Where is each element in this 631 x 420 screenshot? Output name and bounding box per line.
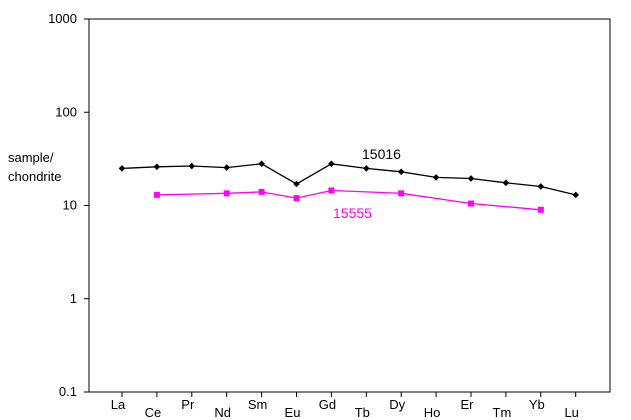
x-tick-label: Dy bbox=[389, 397, 405, 412]
x-tick-label: La bbox=[111, 397, 126, 412]
data-point-15016 bbox=[118, 165, 126, 172]
series-layer bbox=[118, 160, 579, 213]
data-point-15555 bbox=[398, 190, 405, 197]
data-point-15016 bbox=[432, 174, 440, 181]
y-tick-label: 100 bbox=[55, 104, 77, 119]
x-tick-label: Nd bbox=[214, 405, 231, 420]
data-point-15016 bbox=[572, 191, 579, 199]
series-line-15555 bbox=[156, 189, 541, 211]
data-point-15016 bbox=[537, 183, 545, 190]
data-point-15555 bbox=[468, 200, 474, 207]
x-tick-label: Ce bbox=[145, 405, 162, 420]
y-tick-label: 0.1 bbox=[59, 384, 77, 399]
plot-area bbox=[88, 18, 611, 393]
y-tick-label: 10 bbox=[63, 198, 77, 213]
data-point-15016 bbox=[188, 162, 196, 170]
x-tick-label: Lu bbox=[564, 405, 578, 420]
data-point-15555 bbox=[258, 188, 265, 195]
data-point-15555 bbox=[293, 195, 300, 202]
data-point-15555 bbox=[328, 187, 335, 194]
data-point-15016 bbox=[293, 180, 300, 188]
series-label-15555: 15555 bbox=[333, 205, 372, 221]
data-point-15016 bbox=[467, 175, 475, 182]
y-axis-ticks: 0.1 1 10 100 1000 bbox=[48, 11, 89, 399]
data-point-15016 bbox=[502, 179, 510, 187]
x-axis-ticks: La Ce Pr Nd Sm Eu Gd Tb Dy Ho Er Tm Yb Lu bbox=[111, 392, 579, 420]
data-point-15555 bbox=[537, 206, 544, 213]
y-tick-label: 1000 bbox=[48, 11, 77, 26]
data-point-15016 bbox=[223, 164, 230, 171]
x-tick-label: Yb bbox=[529, 397, 545, 412]
x-tick-label: Tb bbox=[355, 405, 370, 420]
x-tick-label: Sm bbox=[248, 397, 268, 412]
data-point-15016 bbox=[363, 165, 370, 172]
data-point-15016 bbox=[258, 160, 265, 168]
x-tick-label: Pr bbox=[181, 397, 195, 412]
y-tick-label: 1 bbox=[70, 291, 77, 306]
x-tick-label: Ho bbox=[424, 405, 441, 420]
data-point-15555 bbox=[153, 191, 160, 198]
data-point-15016 bbox=[328, 160, 335, 168]
series-label-15016: 15016 bbox=[362, 146, 401, 162]
x-tick-label: Gd bbox=[319, 397, 336, 412]
data-point-15016 bbox=[397, 168, 405, 176]
y-axis-title-line-1: sample/ bbox=[8, 150, 54, 165]
y-axis-title-line-2: chondrite bbox=[8, 169, 61, 184]
x-tick-label: Er bbox=[461, 397, 475, 412]
series-line-15016 bbox=[121, 163, 576, 196]
data-point-15016 bbox=[153, 163, 161, 171]
data-point-15555 bbox=[223, 190, 230, 197]
x-tick-label: Tm bbox=[493, 405, 512, 420]
x-tick-label: Eu bbox=[285, 405, 301, 420]
